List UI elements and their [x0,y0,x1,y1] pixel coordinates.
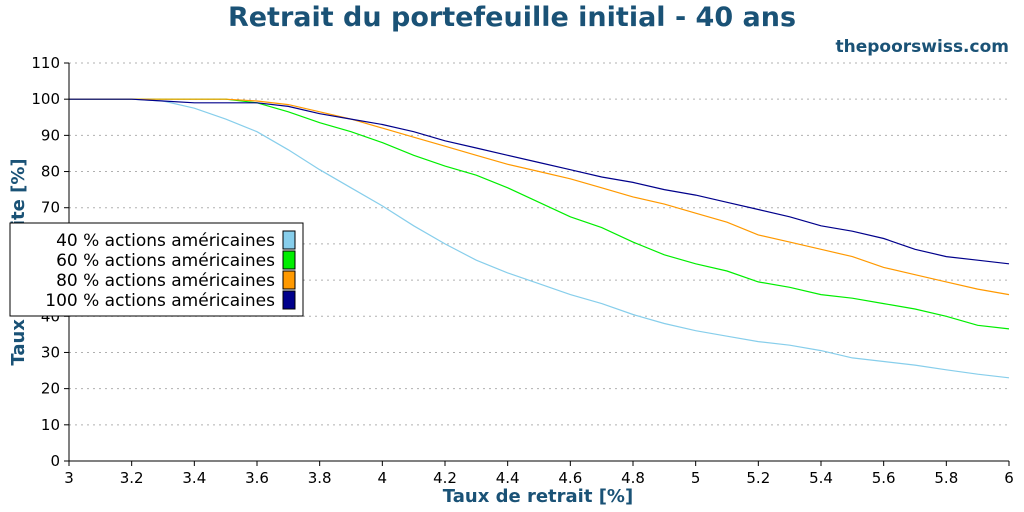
x-axis-ticks: 3 3.2 3.4 3.6 3.8 4 4.2 4.4 4.6 4.8 5 5.2 5.4 5.6 5.8 6 [64,461,1014,487]
legend-label: 60 % actions américaines [56,251,275,271]
y-tick-label: 70 [41,199,60,217]
x-tick-label: 4.8 [621,469,645,487]
y-tick-label: 110 [31,54,60,72]
series-lines [69,98,1010,379]
x-tick-label: 6 [1004,469,1014,487]
legend-swatch [282,230,296,250]
x-tick-label: 4.2 [433,469,457,487]
legend-label: 40 % actions américaines [56,231,275,251]
x-tick-label: 5.2 [746,469,770,487]
x-tick-label: 4 [378,469,388,487]
x-tick-label: 4.4 [496,469,520,487]
y-tick-label: 20 [41,380,60,398]
y-tick-label: 30 [41,343,60,361]
legend-label: 100 % actions américaines [45,291,275,311]
series-line-4 [69,98,1010,265]
x-tick-label: 5.8 [934,469,958,487]
chart-title: Retrait du portefeuille initial - 40 ans [228,2,796,33]
x-tick-label: 5.6 [872,469,896,487]
legend-swatch [282,290,296,310]
chart-subtitle: thepoorswiss.com [836,37,1010,57]
x-tick-label: 5.4 [809,469,833,487]
x-tick-label: 3.2 [120,469,144,487]
y-tick-label: 10 [41,416,60,434]
legend-swatch [282,270,296,290]
x-tick-label: 5 [691,469,701,487]
x-axis-label: Taux de retrait [%] [443,486,633,507]
legend-swatch [282,250,296,270]
x-tick-label: 4.6 [558,469,582,487]
y-tick-label: 90 [41,126,60,144]
legend-box [9,222,304,317]
x-tick-label: 3.6 [245,469,269,487]
x-tick-label: 3.8 [308,469,332,487]
y-tick-label: 0 [50,452,60,470]
series-line-3 [69,98,1010,296]
series-line-1 [69,98,1010,379]
x-tick-label: 3 [64,469,74,487]
x-tick-label: 3.4 [182,469,206,487]
y-tick-label: 100 [31,90,60,108]
legend-label: 80 % actions américaines [56,271,275,291]
y-tick-label: 80 [41,163,60,181]
